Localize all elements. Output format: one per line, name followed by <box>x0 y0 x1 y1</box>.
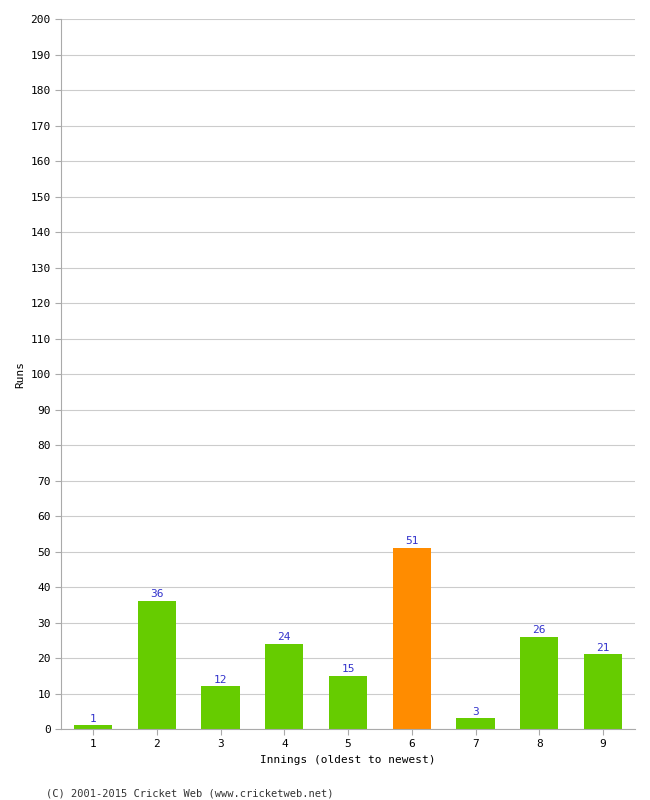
Text: 51: 51 <box>405 536 419 546</box>
Text: 24: 24 <box>278 632 291 642</box>
Text: 26: 26 <box>532 625 546 635</box>
Bar <box>202 686 240 729</box>
Text: 21: 21 <box>596 642 610 653</box>
Text: 1: 1 <box>90 714 96 724</box>
Bar <box>265 644 304 729</box>
Bar <box>138 602 176 729</box>
Bar <box>520 637 558 729</box>
Text: 36: 36 <box>150 590 164 599</box>
X-axis label: Innings (oldest to newest): Innings (oldest to newest) <box>261 755 436 765</box>
Bar <box>584 654 622 729</box>
Y-axis label: Runs: Runs <box>15 361 25 387</box>
Bar <box>74 726 112 729</box>
Text: 15: 15 <box>341 664 355 674</box>
Bar <box>393 548 431 729</box>
Bar <box>456 718 495 729</box>
Text: 12: 12 <box>214 674 228 685</box>
Text: 3: 3 <box>473 706 479 717</box>
Bar <box>329 676 367 729</box>
Text: (C) 2001-2015 Cricket Web (www.cricketweb.net): (C) 2001-2015 Cricket Web (www.cricketwe… <box>46 788 333 798</box>
